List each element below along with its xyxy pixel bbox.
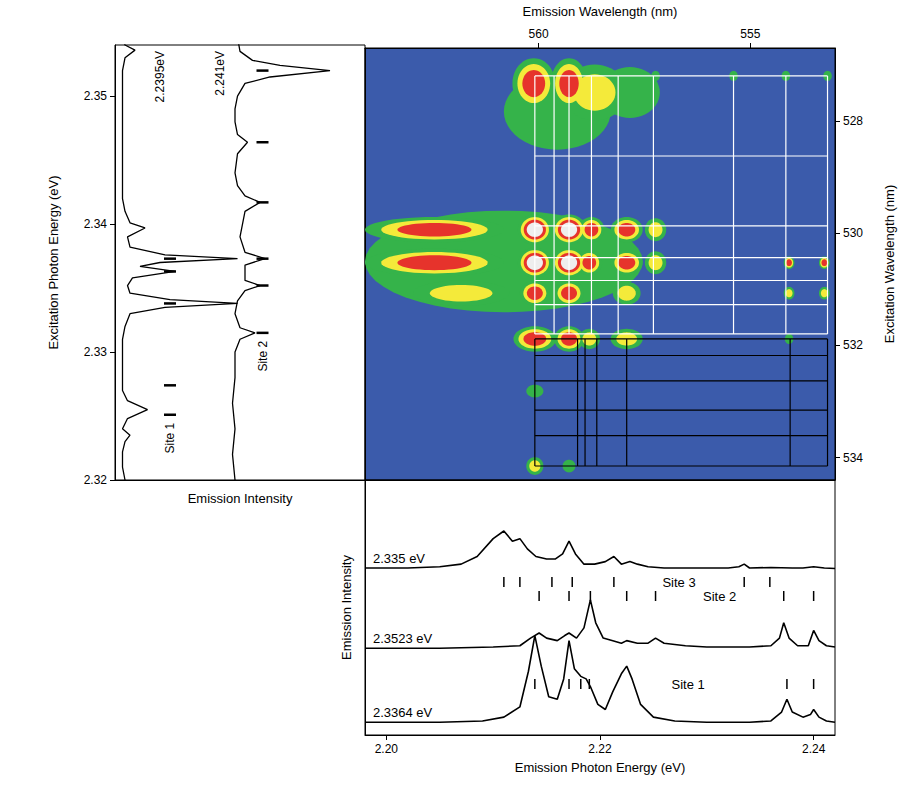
svg-text:530: 530 (843, 226, 863, 240)
svg-text:2.33: 2.33 (84, 345, 108, 359)
svg-text:528: 528 (843, 114, 863, 128)
svg-text:Site 2: Site 2 (703, 589, 736, 604)
svg-text:2.3523 eV: 2.3523 eV (373, 631, 433, 646)
svg-text:2.2395eV: 2.2395eV (153, 51, 167, 102)
svg-text:Site 1: Site 1 (672, 677, 705, 692)
svg-text:Emission Intensity: Emission Intensity (339, 555, 354, 660)
svg-text:2.20: 2.20 (375, 742, 399, 756)
svg-text:532: 532 (843, 338, 863, 352)
svg-text:Site 1: Site 1 (163, 422, 177, 453)
svg-text:Site 3: Site 3 (662, 575, 695, 590)
svg-text:534: 534 (843, 451, 863, 465)
svg-text:560: 560 (529, 27, 549, 41)
svg-text:2.32: 2.32 (84, 473, 108, 487)
svg-text:2.35: 2.35 (84, 89, 108, 103)
svg-text:2.335 eV: 2.335 eV (373, 551, 425, 566)
svg-text:Emission Photon Energy (eV): Emission Photon Energy (eV) (515, 760, 686, 775)
svg-text:2.22: 2.22 (588, 742, 612, 756)
svg-text:2.34: 2.34 (84, 217, 108, 231)
svg-text:Excitation Photon Energy (eV): Excitation Photon Energy (eV) (46, 175, 61, 349)
svg-text:2.24: 2.24 (802, 742, 826, 756)
svg-text:Site 2: Site 2 (256, 341, 270, 372)
svg-text:Emission Wavelength (nm): Emission Wavelength (nm) (523, 4, 678, 19)
svg-text:Emission Intensity: Emission Intensity (188, 491, 293, 506)
svg-text:Excitation Wavelength (nm): Excitation Wavelength (nm) (882, 185, 897, 343)
svg-text:2.241eV: 2.241eV (213, 51, 227, 96)
svg-text:2.3364 eV: 2.3364 eV (373, 705, 433, 720)
svg-text:555: 555 (740, 27, 760, 41)
